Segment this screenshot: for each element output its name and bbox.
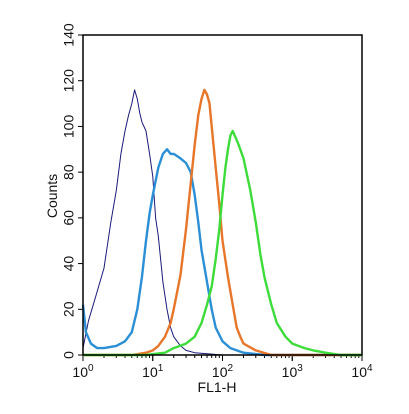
- y-tick-label: 140: [61, 23, 77, 47]
- y-tick-label: 120: [61, 69, 77, 93]
- y-axis-label: Counts: [44, 174, 60, 218]
- x-axis-ticks: 100 101 102 103 104: [72, 355, 373, 380]
- plot-frame: [82, 34, 363, 356]
- y-tick-label: 0: [61, 351, 77, 359]
- histogram-series-2: [81, 148, 362, 357]
- y-tick-label: 60: [61, 210, 77, 226]
- x-axis-label: FL1-H: [198, 379, 237, 395]
- histogram-series: [81, 88, 362, 357]
- y-axis-ticks: 0 20 40 60 80 100 120 140: [61, 23, 83, 359]
- x-tick-label: 104: [351, 363, 373, 380]
- x-tick-label: 103: [282, 363, 304, 380]
- x-tick-label: 102: [212, 363, 234, 380]
- y-tick-label: 40: [61, 256, 77, 272]
- y-tick-label: 20: [61, 301, 77, 317]
- x-tick-label: 101: [142, 363, 164, 380]
- histogram-series-3: [83, 88, 362, 357]
- histogram-series-1: [82, 89, 362, 356]
- y-tick-label: 100: [61, 115, 77, 139]
- x-tick-label: 100: [72, 363, 94, 380]
- histogram-series-4: [83, 129, 362, 357]
- y-tick-label: 80: [61, 164, 77, 180]
